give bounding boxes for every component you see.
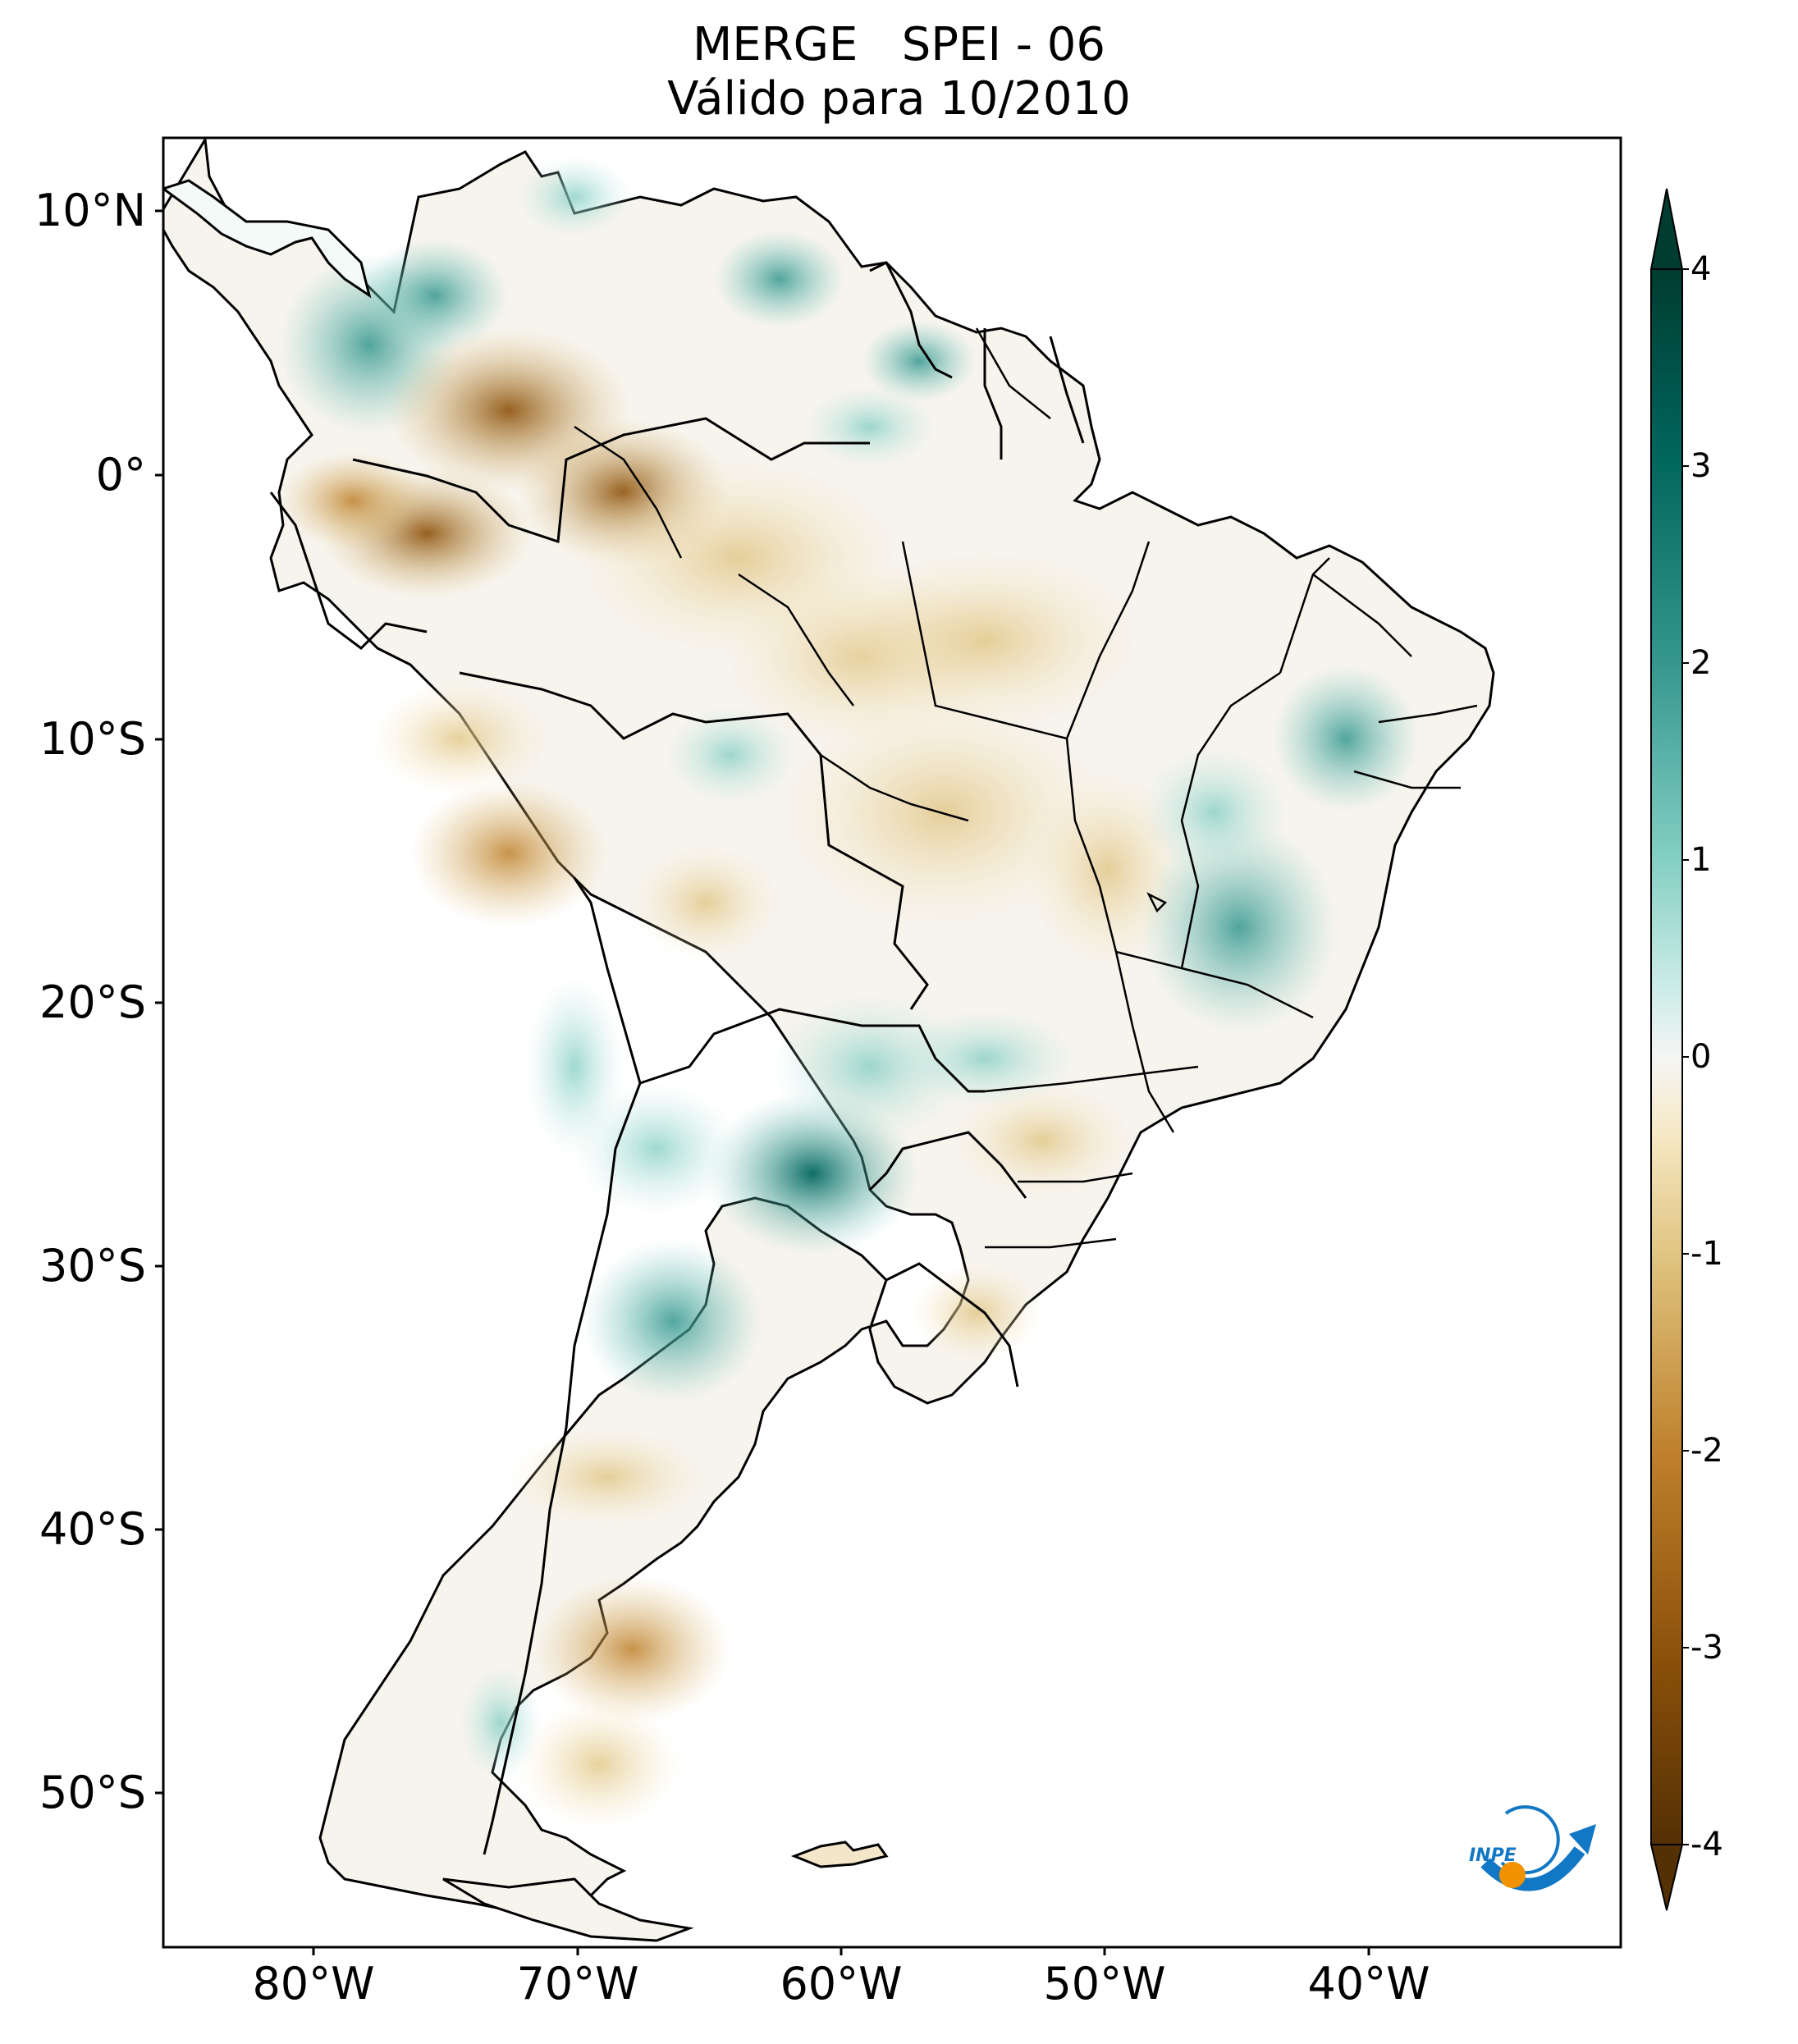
lat-label-50s: 50°S	[39, 1767, 146, 1818]
logo-sun	[1499, 1862, 1526, 1888]
falkland-islands	[790, 1841, 889, 1868]
colorbar-tick-3: 3	[1690, 447, 1712, 485]
colorbar-tick-0: 0	[1690, 1038, 1712, 1076]
spei-anomaly-field	[279, 156, 1420, 1830]
lat-label-20s: 20°S	[39, 976, 146, 1028]
map-layer: INPE	[163, 138, 1596, 1942]
state-borders	[574, 327, 1478, 1249]
lon-label-50w: 50°W	[1043, 1958, 1166, 2010]
lon-label-40w: 40°W	[1307, 1958, 1430, 2010]
map-title: MERGE SPEI - 06	[692, 18, 1106, 71]
colorbar-tick-2: 2	[1690, 644, 1712, 682]
map-border	[162, 136, 1622, 1949]
colorbar-tick-neg1: -1	[1690, 1235, 1723, 1273]
colorbar-tick-neg4: -4	[1690, 1826, 1723, 1863]
lon-label-80w: 80°W	[252, 1958, 375, 2010]
lon-label-70w: 70°W	[516, 1958, 639, 2010]
lat-label-10s: 10°S	[39, 713, 146, 765]
central-america	[163, 179, 372, 299]
lon-label-60w: 60°W	[780, 1958, 903, 2010]
colorbar-tick-neg2: -2	[1690, 1432, 1723, 1470]
country-borders	[269, 260, 1085, 1855]
lat-label-40s: 40°S	[39, 1503, 146, 1555]
colorbar-tick-neg3: -3	[1690, 1629, 1723, 1667]
tierra-del-fuego	[442, 1877, 694, 1942]
map-subtitle: Válido para 10/2010	[667, 72, 1131, 126]
axis-ticks	[155, 209, 1370, 1955]
colorbar	[1649, 188, 1689, 1911]
colorbar-tick-1: 1	[1690, 841, 1712, 879]
lat-label-30s: 30°S	[39, 1240, 146, 1292]
colorbar-tick-4: 4	[1690, 250, 1712, 288]
inpe-logo: INPE	[1469, 1805, 1596, 1891]
lat-label-10n: 10°N	[34, 185, 146, 236]
logo-text: INPE	[1469, 1845, 1517, 1866]
lat-label-0: 0°	[95, 449, 146, 501]
